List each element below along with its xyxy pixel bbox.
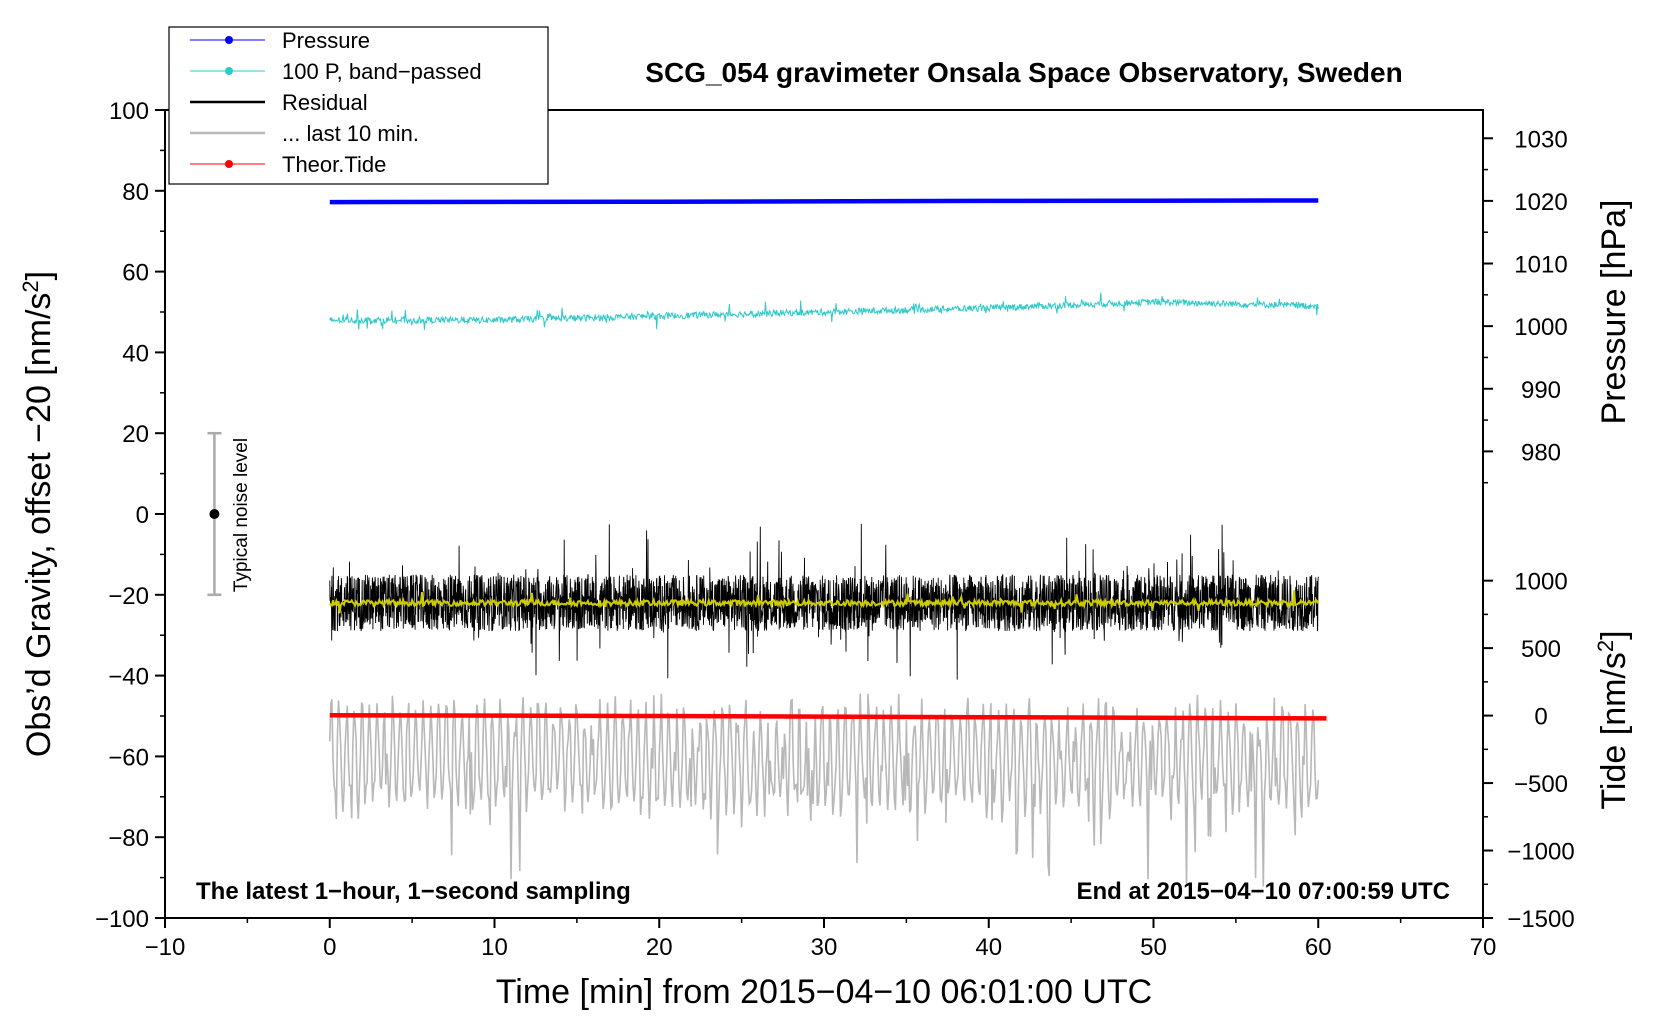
series-pressure-bandpassed — [329, 292, 1319, 330]
x-tick-label: 70 — [1470, 934, 1497, 961]
y-tick-label: 100 — [109, 98, 149, 125]
tide-tick-label: 500 — [1521, 636, 1561, 663]
tide-tick-label: −500 — [1514, 771, 1568, 798]
y-tick-label: 80 — [122, 179, 149, 206]
y-tick-label: 0 — [136, 502, 149, 529]
chart-title: SCG_054 gravimeter Onsala Space Observat… — [645, 57, 1402, 88]
series-layer — [328, 198, 1327, 887]
legend: Pressure 100 P, band−passed Residual ... la… — [168, 26, 549, 185]
y-tick-label: −60 — [108, 744, 149, 771]
series-residual — [329, 523, 1319, 680]
y-axis-title-left-sup: 2 — [18, 280, 43, 292]
pressure-tick-label: 1030 — [1514, 126, 1567, 153]
y-tick-label: −40 — [108, 664, 149, 691]
tide-tick-label: −1500 — [1507, 906, 1574, 933]
y-axis-pressure: 1030 1020 1010 1000 990 980 — [1483, 126, 1568, 484]
y-axis-title-left-end: ] — [20, 271, 58, 280]
legend-swatch-marker — [225, 67, 233, 75]
y-axis-tide: 1000 500 0 −500 −1000 −1500 — [1483, 569, 1575, 933]
series-last-10-min — [329, 693, 1320, 887]
x-tick-label: −10 — [145, 934, 186, 961]
y-axis-title-left: Obs’d Gravity, offset −20 [nm/s2] — [18, 271, 58, 757]
y-axis-title-tide-main: Tide [nm/s — [1595, 652, 1633, 809]
tide-tick-label: −1000 — [1507, 839, 1574, 866]
pressure-tick-label: 1000 — [1514, 314, 1567, 341]
legend-box — [168, 26, 549, 185]
legend-label: Residual — [282, 90, 368, 115]
y-axis-title-tide-sup: 2 — [1593, 640, 1618, 652]
tide-tick-label: 0 — [1534, 704, 1547, 731]
y-axis-title-tide: Tide [nm/s2] — [1593, 630, 1633, 809]
legend-swatch-marker — [225, 160, 233, 168]
series-pressure — [329, 198, 1319, 205]
y-tick-label: 20 — [122, 421, 149, 448]
y-axis-title-tide-end: ] — [1595, 630, 1633, 639]
y-axis-gravity: 100 80 60 40 20 0 −20 −40 −60 −80 −100 — [95, 98, 165, 933]
x-tick-label: 0 — [323, 934, 336, 961]
x-axis: −10 0 10 20 30 40 50 60 70 — [145, 918, 1497, 961]
y-tick-label: −20 — [108, 583, 149, 610]
x-axis-title: Time [min] from 2015−04−10 06:01:00 UTC — [496, 973, 1152, 1011]
legend-label: Pressure — [282, 28, 370, 53]
x-tick-label: 30 — [811, 934, 838, 961]
x-tick-label: 50 — [1140, 934, 1167, 961]
annotation-end-time: End at 2015−04−10 07:00:59 UTC — [1076, 878, 1450, 905]
x-tick-label: 20 — [646, 934, 673, 961]
noise-bar-label: Typical noise level — [231, 438, 252, 592]
typical-noise-bar — [207, 431, 222, 597]
pressure-tick-label: 980 — [1521, 439, 1561, 466]
y-tick-label: 60 — [122, 260, 149, 287]
x-tick-label: 40 — [975, 934, 1002, 961]
y-tick-label: −80 — [108, 825, 149, 852]
pressure-tick-label: 1010 — [1514, 252, 1567, 279]
noise-bar-center-dot — [209, 509, 220, 519]
series-theoretical-tide — [329, 712, 1327, 721]
y-tick-label: 40 — [122, 340, 149, 367]
x-tick-label: 10 — [481, 934, 508, 961]
legend-swatch-marker — [225, 36, 233, 44]
x-tick-label: 60 — [1305, 934, 1332, 961]
legend-label: Theor.Tide — [282, 152, 386, 177]
pressure-tick-label: 990 — [1521, 377, 1561, 404]
legend-label: 100 P, band−passed — [282, 59, 482, 84]
series-smoothed — [328, 590, 1320, 614]
legend-label: ... last 10 min. — [282, 121, 419, 146]
annotation-sampling: The latest 1−hour, 1−second sampling — [196, 878, 631, 905]
y-axis-title-left-main: Obs’d Gravity, offset −20 [nm/s — [20, 293, 58, 758]
y-axis-title-pressure: Pressure [hPa] — [1595, 200, 1633, 425]
y-tick-label: −100 — [95, 906, 149, 933]
pressure-tick-label: 1020 — [1514, 189, 1567, 216]
tide-tick-label: 1000 — [1514, 569, 1567, 596]
